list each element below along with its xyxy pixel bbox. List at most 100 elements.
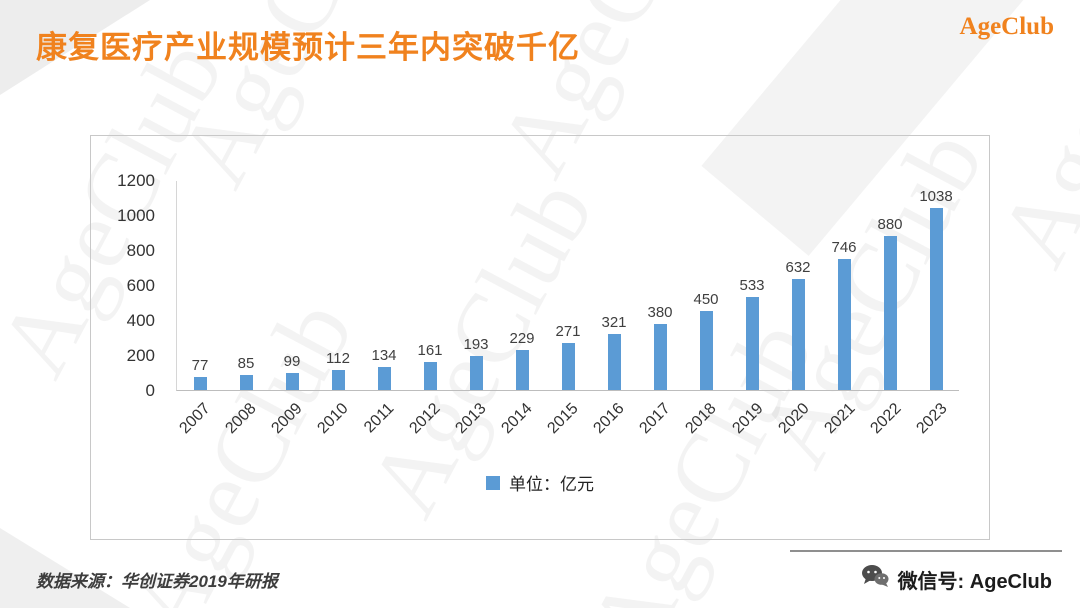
y-tick-label: 800 <box>126 241 155 260</box>
bar-group: 134 <box>361 181 407 390</box>
legend-swatch <box>486 475 500 490</box>
x-label-cell: 2016 <box>591 392 637 456</box>
y-tick-label: 1200 <box>117 171 155 190</box>
bar-value-label: 193 <box>463 336 489 354</box>
bar <box>653 323 667 390</box>
x-axis-label: 2007 <box>176 400 214 438</box>
x-axis-label: 2017 <box>636 400 674 438</box>
bar-group: 450 <box>683 181 729 390</box>
x-label-cell: 2017 <box>637 392 683 456</box>
footer-divider <box>790 550 1062 552</box>
bar <box>561 342 575 390</box>
bar-group: 85 <box>223 181 269 390</box>
y-tick-label: 400 <box>126 311 155 330</box>
bar-group: 193 <box>453 181 499 390</box>
corner-triangle-top-left <box>0 0 150 95</box>
bar <box>929 208 943 390</box>
bar-value-label: 85 <box>237 355 255 373</box>
bar <box>699 311 713 390</box>
bar-value-label: 746 <box>831 239 857 257</box>
bar-group: 880 <box>867 181 913 390</box>
bar-value-label: 271 <box>555 322 581 340</box>
brand-logo: AgeClub <box>959 13 1054 40</box>
x-label-cell: 2019 <box>729 392 775 456</box>
bar-value-label: 880 <box>877 216 903 233</box>
bar-group: 99 <box>269 181 315 390</box>
x-label-cell: 2012 <box>406 392 452 456</box>
bar-group: 229 <box>499 181 545 390</box>
bar-group: 1038 <box>913 181 959 390</box>
x-axis-label: 2020 <box>774 400 813 438</box>
x-axis-label: 2015 <box>544 400 582 438</box>
bar-value-label: 161 <box>417 341 443 359</box>
bar <box>423 361 437 390</box>
bar <box>239 375 253 390</box>
bar-value-label: 321 <box>601 313 627 331</box>
bar-group: 321 <box>591 181 637 390</box>
bar-group: 533 <box>729 181 775 390</box>
x-axis-label: 2021 <box>821 400 859 438</box>
x-label-cell: 2011 <box>360 392 406 456</box>
bar <box>331 370 345 390</box>
x-axis-label: 2013 <box>452 400 490 438</box>
wechat-icon <box>861 564 889 594</box>
bar-group: 271 <box>545 181 591 390</box>
page-title: 康复医疗产业规模预计三年内突破千亿 <box>36 30 580 65</box>
bar-value-label: 134 <box>371 346 397 364</box>
x-label-cell: 2022 <box>867 392 913 456</box>
data-source-note: 数据来源：华创证券2019年研报 <box>36 572 278 591</box>
chart-legend: 单位：亿元 <box>91 470 989 495</box>
x-axis-label: 2012 <box>406 400 444 438</box>
x-label-cell: 2013 <box>452 392 498 456</box>
bar-value-label: 112 <box>326 350 350 368</box>
x-axis-label: 2009 <box>268 400 306 438</box>
wechat-label: 微信号: AgeClub <box>897 570 1052 593</box>
plot-wrap: 77 85 99 112 134 161 193 229 271 321 380 450 533 632 7… <box>176 181 959 391</box>
x-label-cell: 2009 <box>268 392 314 456</box>
bar <box>745 296 759 390</box>
x-axis-label: 2019 <box>728 400 767 438</box>
x-axis-label: 2011 <box>361 400 398 437</box>
bar-value-label: 1038 <box>919 188 953 206</box>
x-axis-label: 2014 <box>498 400 536 438</box>
bar-group: 380 <box>637 181 683 390</box>
x-label-cell: 2008 <box>222 392 268 456</box>
x-label-cell: 2020 <box>775 392 821 456</box>
bar <box>883 236 897 390</box>
bar <box>193 376 207 390</box>
corner-triangle-bottom-left <box>0 528 130 608</box>
x-axis-label: 2023 <box>913 400 951 438</box>
bar-value-label: 533 <box>739 276 765 294</box>
x-axis-label: 2016 <box>590 400 628 438</box>
wechat-contact: 微信号: AgeClub <box>861 564 1052 594</box>
x-label-cell: 2023 <box>913 392 959 456</box>
bar-value-label: 99 <box>283 352 301 370</box>
x-label-cell: 2007 <box>176 392 222 456</box>
bar <box>837 259 851 390</box>
bar-group: 161 <box>407 181 453 390</box>
x-label-cell: 2015 <box>545 392 591 456</box>
x-axis-labels: 2007 2008 2009 2010 2011 2012 2013 2014 2015 2016… <box>176 392 959 456</box>
y-tick-label: 1000 <box>117 206 155 225</box>
bar-group: 112 <box>315 181 361 390</box>
y-tick-label: 0 <box>145 381 155 400</box>
x-label-cell: 2018 <box>683 392 729 456</box>
watermark: AgeClub <box>976 0 1080 283</box>
x-label-cell: 2014 <box>498 392 544 456</box>
bar <box>607 333 621 390</box>
bar <box>377 366 391 390</box>
bar <box>515 349 529 390</box>
bar-group: 77 <box>177 181 223 390</box>
plot-area: 77 85 99 112 134 161 193 229 271 321 380 450 533 632 7… <box>177 181 959 390</box>
y-axis: 0 200 400 600 800 1000 1200 <box>91 172 169 400</box>
x-axis-label: 2022 <box>867 400 905 438</box>
x-label-cell: 2021 <box>821 392 867 456</box>
bar-value-label: 632 <box>785 259 811 277</box>
bar-group: 746 <box>821 181 867 390</box>
legend-label: 单位：亿元 <box>509 475 594 494</box>
bar <box>469 356 483 390</box>
bar <box>285 372 299 390</box>
x-axis-label: 2008 <box>222 400 260 438</box>
x-axis-label: 2010 <box>314 400 352 438</box>
